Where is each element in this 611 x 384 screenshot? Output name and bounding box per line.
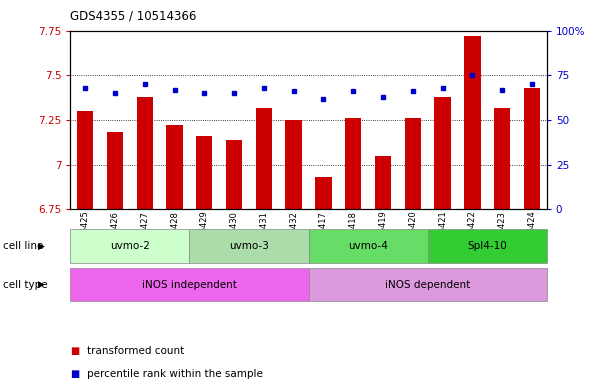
Bar xyxy=(345,118,362,209)
Bar xyxy=(166,125,183,209)
Text: Spl4-10: Spl4-10 xyxy=(467,241,507,251)
Bar xyxy=(226,140,243,209)
Bar xyxy=(309,268,547,301)
Text: cell type: cell type xyxy=(3,280,48,290)
Text: cell line: cell line xyxy=(3,241,43,251)
Bar xyxy=(107,132,123,209)
Text: iNOS independent: iNOS independent xyxy=(142,280,237,290)
Bar xyxy=(70,229,189,263)
Text: ▶: ▶ xyxy=(38,242,45,251)
Bar xyxy=(309,229,428,263)
Bar xyxy=(494,108,510,209)
Text: ▶: ▶ xyxy=(38,280,45,289)
Text: ■: ■ xyxy=(70,346,79,356)
Bar xyxy=(77,111,93,209)
Bar xyxy=(189,229,309,263)
Bar xyxy=(315,177,332,209)
Text: uvmo-3: uvmo-3 xyxy=(229,241,269,251)
Bar xyxy=(464,36,481,209)
Text: percentile rank within the sample: percentile rank within the sample xyxy=(87,369,263,379)
Bar xyxy=(196,136,213,209)
Bar xyxy=(255,108,272,209)
Bar xyxy=(136,97,153,209)
Text: ■: ■ xyxy=(70,369,79,379)
Text: uvmo-4: uvmo-4 xyxy=(348,241,388,251)
Bar xyxy=(524,88,540,209)
Text: uvmo-2: uvmo-2 xyxy=(110,241,150,251)
Bar xyxy=(375,156,391,209)
Bar xyxy=(428,229,547,263)
Bar xyxy=(285,120,302,209)
Bar xyxy=(434,97,451,209)
Text: transformed count: transformed count xyxy=(87,346,185,356)
Bar xyxy=(70,268,309,301)
Text: iNOS dependent: iNOS dependent xyxy=(385,280,470,290)
Text: GDS4355 / 10514366: GDS4355 / 10514366 xyxy=(70,10,197,23)
Bar xyxy=(404,118,421,209)
